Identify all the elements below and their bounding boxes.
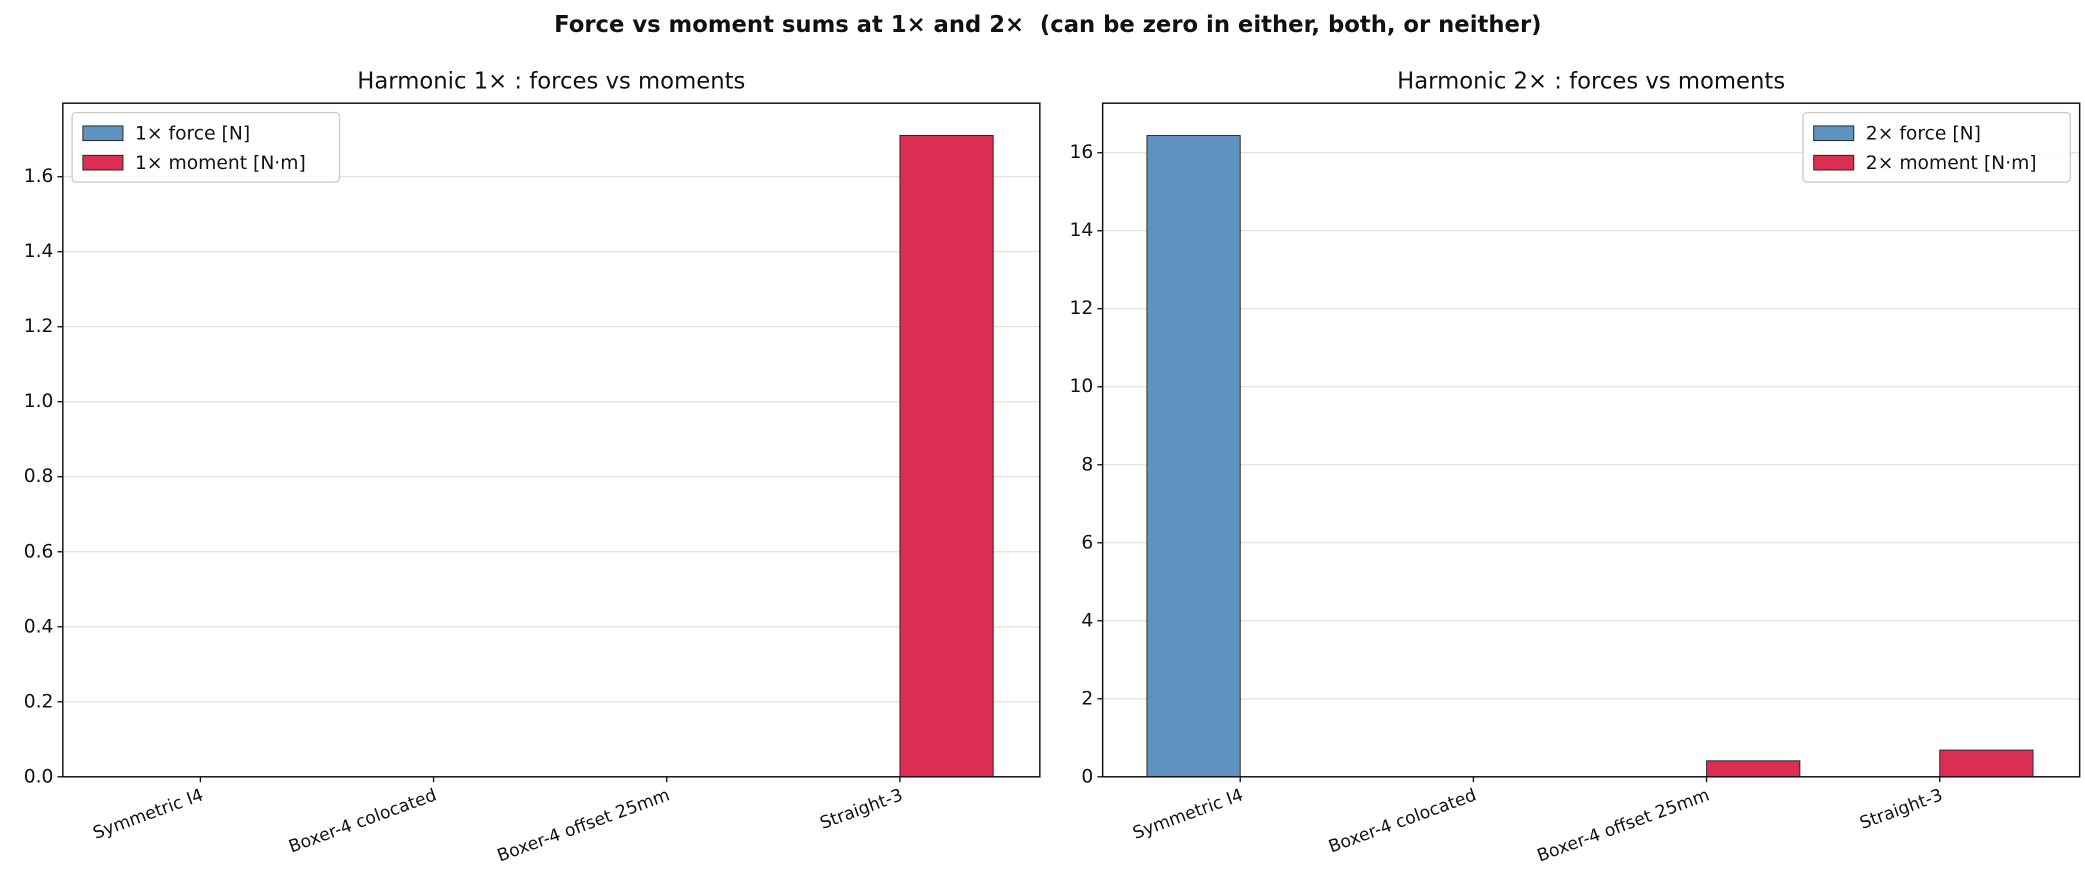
y-tick-label: 0.0	[24, 766, 54, 787]
x-tick-label: Boxer-4 offset 25mm	[495, 785, 673, 866]
bar	[1706, 760, 1801, 778]
y-tick-label: 6	[1081, 532, 1093, 553]
y-tick-label: 14	[1069, 220, 1093, 241]
y-tick-label: 8	[1081, 454, 1093, 475]
legend-box	[1802, 111, 2071, 183]
x-tick-label: Symmetric I4	[1130, 785, 1246, 843]
legend-label: 1× force [N]	[135, 123, 250, 144]
y-tick-label: 4	[1081, 610, 1093, 631]
chart-title: Harmonic 2× : forces vs moments	[1397, 68, 1785, 94]
legend-swatch	[1813, 125, 1855, 142]
x-tick-label: Boxer-4 offset 25mm	[1535, 785, 1713, 866]
legend-label: 2× force [N]	[1866, 123, 1981, 144]
y-tick-label: 1.2	[24, 316, 54, 337]
y-tick-label: 1.6	[24, 166, 54, 187]
legend-swatch	[1813, 154, 1855, 171]
y-tick-label: 12	[1069, 298, 1093, 319]
y-tick-label: 1.4	[24, 241, 54, 262]
axes-frame	[62, 102, 1041, 778]
axes-frame	[1101, 102, 2081, 778]
figure-title: Force vs moment sums at 1× and 2× (can b…	[554, 12, 1541, 38]
y-tick-label: 0	[1081, 766, 1093, 787]
y-tick-label: 0.6	[24, 541, 54, 562]
legend-swatch	[82, 125, 124, 142]
y-tick-label: 0.4	[24, 616, 54, 637]
x-tick-label: Symmetric I4	[90, 785, 206, 843]
chart-title: Harmonic 1× : forces vs moments	[357, 68, 745, 94]
x-tick-label: Boxer-4 colocated	[286, 785, 439, 857]
y-tick-label: 2	[1081, 688, 1093, 709]
legend-swatch	[82, 154, 124, 171]
legend-box	[71, 111, 341, 183]
x-tick-label: Straight-3	[1857, 785, 1945, 833]
legend-label: 2× moment [N·m]	[1866, 153, 2037, 174]
y-tick-label: 1.0	[24, 391, 54, 412]
y-tick-label: 0.8	[24, 466, 54, 487]
y-tick-label: 16	[1069, 142, 1093, 163]
bar	[1146, 135, 1241, 778]
x-tick-label: Straight-3	[817, 785, 905, 833]
y-tick-label: 0.2	[24, 691, 54, 712]
y-tick-label: 10	[1069, 376, 1093, 397]
bar	[899, 134, 994, 778]
bar	[1939, 749, 2034, 778]
x-tick-label: Boxer-4 colocated	[1326, 785, 1479, 857]
legend-label: 1× moment [N·m]	[135, 153, 306, 174]
